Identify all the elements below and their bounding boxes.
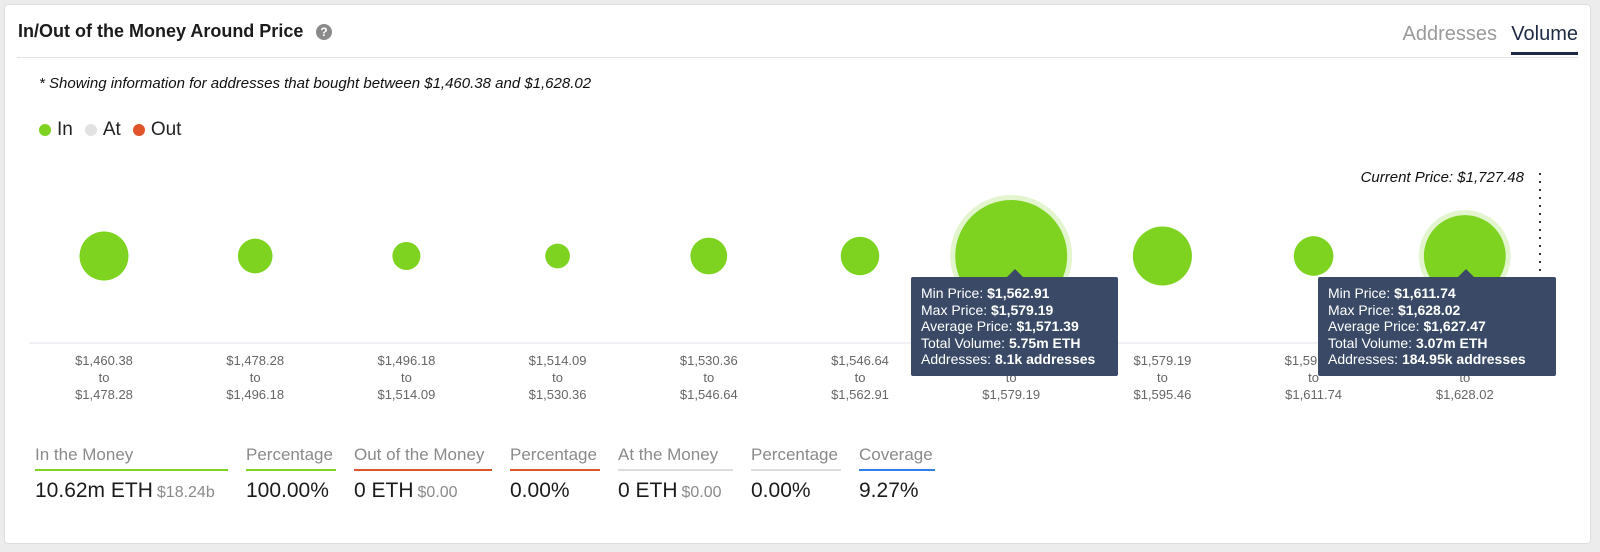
x-tick-label: $1,546.64 <box>831 353 889 368</box>
x-tick-label: $1,546.64 <box>680 387 738 402</box>
legend-dot-at-icon <box>84 124 97 136</box>
stat-underline <box>354 469 492 471</box>
stat-underline <box>35 469 228 471</box>
x-tick-label: to <box>552 370 563 385</box>
chart-legend: In At Out <box>39 119 193 141</box>
tooltip-row: Max Price: $1,628.02 <box>1328 301 1461 318</box>
stat-at-percentage: Percentage 0.00% <box>751 445 841 503</box>
stat-label: At the Money <box>618 445 719 464</box>
stat-label: Percentage <box>510 445 597 464</box>
tooltip-bucket-10: Min Price: $1,611.74 Max Price: $1,628.0… <box>1318 269 1556 376</box>
stat-at-the-money: At the Money 0 ETH $0.00 <box>618 445 733 503</box>
bubble-10[interactable] <box>1423 215 1506 297</box>
x-tick-label: $1,496.18 <box>377 353 435 368</box>
x-tick-label: to <box>1157 370 1168 385</box>
x-tick-label: $1,514.09 <box>529 353 587 368</box>
x-tick-label: $1,530.36 <box>680 353 738 368</box>
bubble-1[interactable] <box>79 231 129 281</box>
stat-underline <box>751 469 841 471</box>
x-tick-label: $1,460.38 <box>75 353 133 368</box>
bubble-5[interactable] <box>690 237 728 275</box>
card-title: In/Out of the Money Around Price <box>18 21 304 41</box>
range-note: * Showing information for addresses that… <box>39 75 592 92</box>
x-tick-label: to <box>855 370 866 385</box>
x-tick-label: $1,579.19 <box>982 387 1040 402</box>
tooltip-row: Max Price: $1,579.19 <box>921 301 1054 318</box>
stat-value: 0 ETH $0.00 <box>354 479 458 502</box>
tooltip-row: Min Price: $1,611.74 <box>1328 285 1456 301</box>
card-header: In/Out of the Money Around Price ? Addre… <box>5 5 1590 59</box>
tooltip-row: Addresses: 8.1k addresses <box>921 351 1096 367</box>
tab-volume[interactable]: Volume <box>1511 23 1578 55</box>
x-tick-label: to <box>1459 370 1470 385</box>
x-tick-label: $1,478.28 <box>226 353 284 368</box>
stat-in-the-money: In the Money 10.62m ETH $18.24b <box>35 445 228 503</box>
bubble-4[interactable] <box>545 243 570 269</box>
legend-item-in[interactable]: In <box>39 119 73 141</box>
stat-underline <box>246 469 336 471</box>
stat-value: 0.00% <box>510 479 570 502</box>
x-tick-label: $1,579.19 <box>1133 353 1191 368</box>
stat-label: Out of the Money <box>354 445 485 464</box>
legend-dot-in-icon <box>39 124 51 136</box>
legend-label-out: Out <box>150 119 182 140</box>
current-price-label: Current Price: $1,727.48 <box>1360 169 1524 186</box>
x-tick-label: $1,496.18 <box>226 387 284 402</box>
x-tick-label: $1,514.09 <box>377 387 435 402</box>
tooltip-bucket-7: Min Price: $1,562.91 Max Price: $1,579.1… <box>911 269 1118 376</box>
legend-dot-out-icon <box>132 124 145 136</box>
legend-label-in: In <box>57 119 73 140</box>
stat-value: 0 ETH $0.00 <box>618 479 722 502</box>
tooltip-row: Average Price: $1,627.47 <box>1328 318 1486 334</box>
x-tick-label: $1,478.28 <box>75 387 133 402</box>
tooltip-row: Total Volume: 5.75m ETH <box>921 334 1081 351</box>
bubble-8[interactable] <box>1132 226 1192 286</box>
stat-value: 100.00% <box>246 479 329 502</box>
stat-label: Coverage <box>859 445 933 464</box>
x-tick-label: to <box>703 370 714 385</box>
header-divider <box>17 57 1578 58</box>
x-tick-label: to <box>401 370 412 385</box>
stat-underline <box>859 469 935 471</box>
stat-sub-value: $0.00 <box>417 484 458 501</box>
in-out-money-card: In/Out of the Money Around Price ? Addre… <box>4 4 1591 544</box>
x-tick-label: $1,595.46 <box>1133 387 1191 402</box>
stat-value: 0.00% <box>751 479 811 502</box>
bubble-2[interactable] <box>237 238 273 274</box>
legend-label-at: At <box>102 119 121 140</box>
legend-item-out[interactable]: Out <box>132 119 182 141</box>
x-tick-label: $1,530.36 <box>529 387 587 402</box>
x-tick-label: to <box>1308 370 1319 385</box>
tooltip-row: Average Price: $1,571.39 <box>921 318 1079 334</box>
stat-label: In the Money <box>35 445 134 464</box>
stat-sub-value: $0.00 <box>681 484 722 501</box>
tab-addresses[interactable]: Addresses <box>1402 23 1498 45</box>
x-tick-label: $1,611.74 <box>1285 387 1342 402</box>
bubble-3[interactable] <box>392 241 421 271</box>
stat-underline <box>510 469 600 471</box>
stat-out-of-the-money: Out of the Money 0 ETH $0.00 <box>354 445 492 503</box>
tooltip-row: Min Price: $1,562.91 <box>921 285 1050 301</box>
stat-label: Percentage <box>246 445 333 464</box>
stat-value: 9.27% <box>859 479 919 502</box>
x-tick-label: $1,562.91 <box>831 387 889 402</box>
tooltip-row: Addresses: 184.95k addresses <box>1328 351 1526 367</box>
bubble-9[interactable] <box>1293 236 1334 276</box>
legend-item-at[interactable]: At <box>84 119 121 141</box>
stat-sub-value: $18.24b <box>156 484 215 501</box>
stat-underline <box>618 469 733 471</box>
x-tick-label: $1,628.02 <box>1436 387 1494 402</box>
tooltip-row: Total Volume: 3.07m ETH <box>1328 334 1488 351</box>
stat-value: 10.62m ETH $18.24b <box>35 479 215 502</box>
stat-in-percentage: Percentage 100.00% <box>246 445 336 503</box>
x-tick-label: to <box>250 370 261 385</box>
x-tick-label: to <box>99 370 110 385</box>
stat-label: Percentage <box>751 445 838 464</box>
question-circle-icon[interactable]: ? <box>316 24 332 40</box>
bubble-6[interactable] <box>840 236 880 276</box>
stat-out-percentage: Percentage 0.00% <box>510 445 600 503</box>
stat-coverage: Coverage 9.27% <box>859 445 935 503</box>
x-tick-label: to <box>1006 370 1017 385</box>
